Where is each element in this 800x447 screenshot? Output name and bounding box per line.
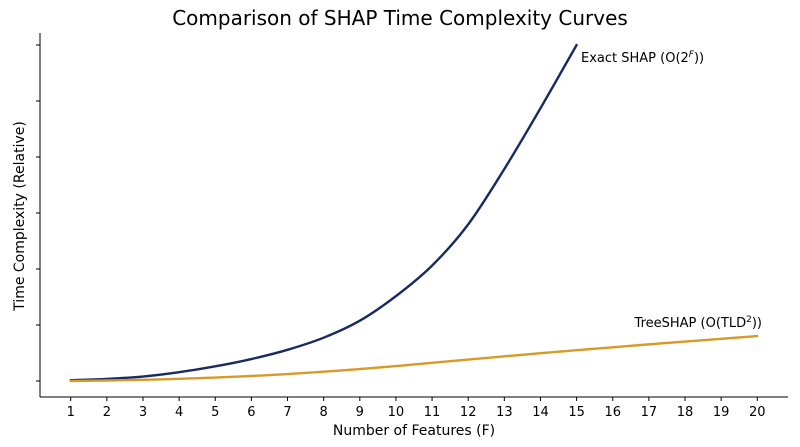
y-axis-label: Time Complexity (Relative) <box>12 121 28 312</box>
x-tick-label: 8 <box>320 405 328 420</box>
series-label-superscript: 2 <box>746 315 752 325</box>
axes: 1 2 3 4 5 6 7 8 9 10 11 12 13 14 15 16 17 18 19 20 <box>36 33 788 420</box>
x-tick-label: 11 <box>424 405 441 420</box>
x-tick-label: 2 <box>103 405 111 420</box>
x-tick-label: 1 <box>67 405 75 420</box>
x-tick-label: 18 <box>677 405 694 420</box>
x-tick-label: 10 <box>388 405 405 420</box>
x-tick-label: 13 <box>496 405 513 420</box>
x-tick-label: 19 <box>713 405 730 420</box>
x-tick-label: 16 <box>604 405 621 420</box>
x-tick-label: 5 <box>211 405 219 420</box>
x-tick-label: 3 <box>139 405 147 420</box>
series-line-1 <box>69 334 759 383</box>
series-label-1: TreeSHAP (O(TLD2)) <box>634 315 762 331</box>
series-label-prefix: TreeSHAP (O(TLD <box>634 316 747 331</box>
chart-title: Comparison of SHAP Time Complexity Curve… <box>172 6 628 30</box>
series-label-prefix: Exact SHAP (O(2 <box>581 51 689 66</box>
x-tick-label: 17 <box>641 405 658 420</box>
series-label-suffix: )) <box>694 51 704 66</box>
series-label-suffix: )) <box>752 316 762 331</box>
x-tick-label: 7 <box>283 405 291 420</box>
x-tick-label: 15 <box>568 405 585 420</box>
x-tick-label: 6 <box>247 405 255 420</box>
x-tick-label: 14 <box>532 405 549 420</box>
series-label-superscript: F <box>689 50 695 60</box>
x-tick-label: 20 <box>749 405 766 420</box>
x-tick-label: 12 <box>460 405 477 420</box>
x-axis-label: Number of Features (F) <box>333 423 495 439</box>
series-label-0: Exact SHAP (O(2F)) <box>581 50 704 66</box>
series-line-0 <box>69 43 578 382</box>
series-lines <box>69 43 759 383</box>
x-tick-label: 4 <box>175 405 183 420</box>
x-tick-label: 9 <box>356 405 364 420</box>
series-labels: Exact SHAP (O(2F))TreeSHAP (O(TLD2)) <box>581 50 762 331</box>
